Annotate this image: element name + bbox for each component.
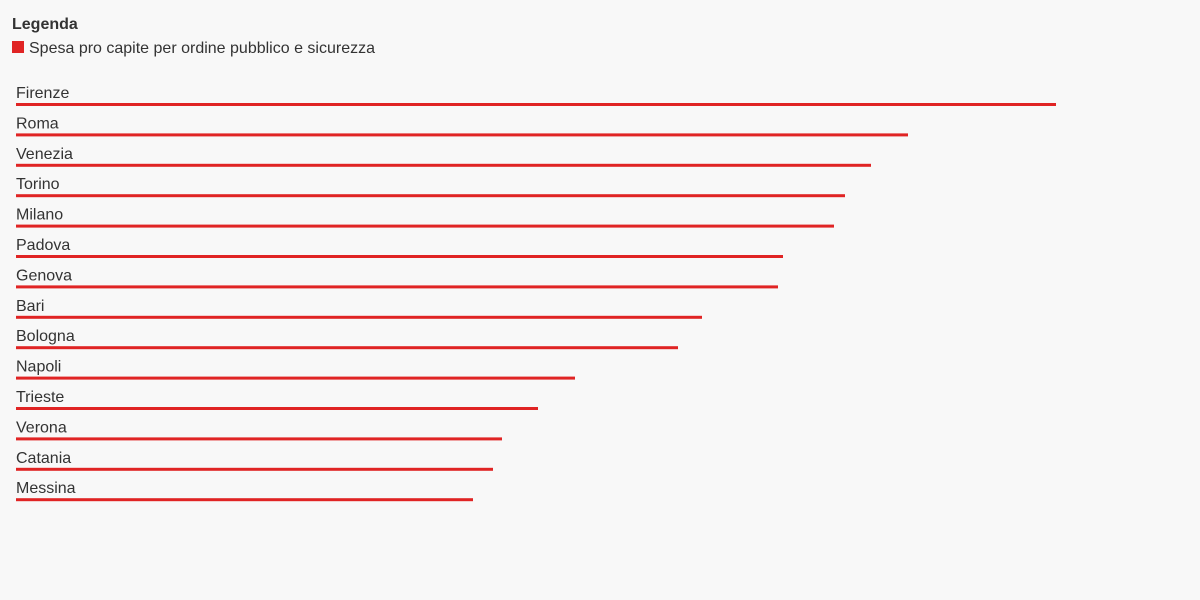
category-label: Catania — [16, 450, 71, 467]
category-label: Bologna — [16, 328, 75, 345]
legend-label: Spesa pro capite per ordine pubblico e s… — [29, 40, 375, 57]
bar — [16, 437, 502, 441]
bar — [16, 315, 702, 319]
category-label: Torino — [16, 176, 60, 193]
bar — [16, 285, 778, 289]
bar — [16, 255, 783, 258]
category-label: Venezia — [16, 146, 73, 163]
category-label: Padova — [16, 237, 70, 254]
category-label: Milano — [16, 207, 63, 224]
category-label: Napoli — [16, 359, 61, 376]
bar — [16, 346, 678, 350]
category-label: Trieste — [16, 389, 64, 406]
category-label: Verona — [16, 419, 67, 436]
bar — [16, 103, 1056, 106]
category-label: Firenze — [16, 85, 69, 102]
bar — [16, 163, 871, 167]
legend-title: Legenda — [12, 16, 78, 33]
bar — [16, 498, 473, 502]
category-label: Bari — [16, 298, 44, 315]
bar — [16, 133, 908, 137]
bar — [16, 224, 834, 228]
legend-swatch — [12, 41, 24, 53]
category-label: Genova — [16, 267, 72, 284]
bar — [16, 376, 575, 380]
category-label: Messina — [16, 480, 76, 497]
bar — [16, 194, 845, 198]
bar — [16, 467, 493, 471]
bar — [16, 407, 538, 410]
category-label: Roma — [16, 115, 59, 132]
